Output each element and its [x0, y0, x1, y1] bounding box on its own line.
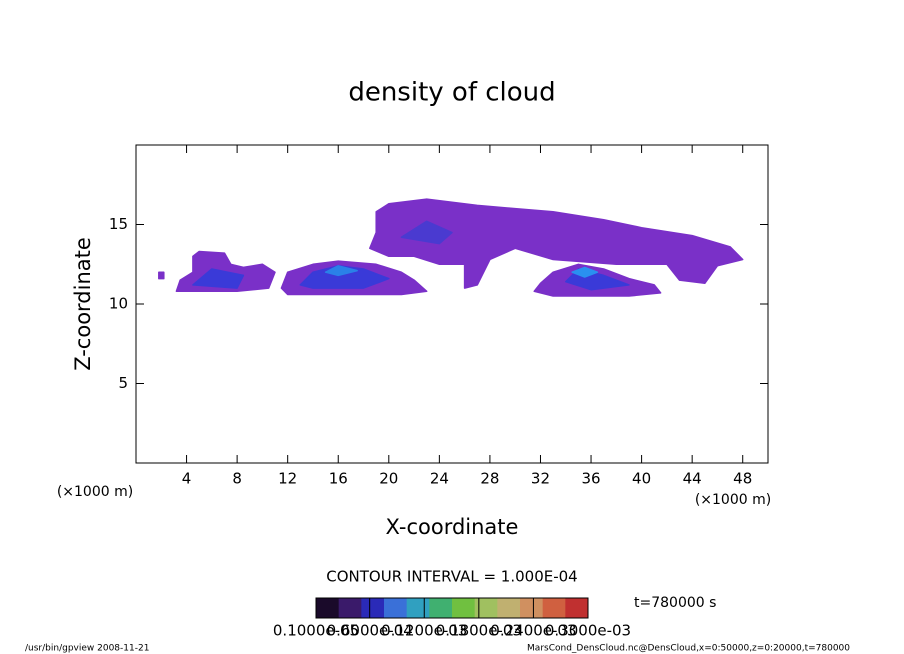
colorbar-segment: [542, 598, 566, 618]
x-tick-label: 36: [581, 470, 600, 488]
colorbar-segment: [316, 598, 340, 618]
chart-title: density of cloud: [348, 78, 555, 108]
x-tick-label: 24: [430, 470, 449, 488]
cloud-region: [158, 271, 165, 280]
footer-right: MarsCond_DensCloud.nc@DensCloud,x=0:5000…: [527, 644, 850, 654]
x-tick-label: 16: [329, 470, 348, 488]
cloud-region: [192, 268, 245, 289]
colorbar-segment: [338, 598, 362, 618]
x-tick-label: 40: [632, 470, 651, 488]
colorbar-segment: [452, 598, 476, 618]
colorbar-label: 0.1000e-05: [273, 622, 359, 640]
x-tick-label: 28: [480, 470, 499, 488]
x-tick-label: 20: [379, 470, 398, 488]
colorbar-segment: [361, 598, 385, 618]
time-label: t=780000 s: [634, 595, 716, 611]
x-axis-label: X-coordinate: [386, 515, 519, 539]
cloud-region: [299, 265, 390, 289]
y-tick-label: 15: [109, 215, 128, 233]
plot-area: [158, 198, 744, 297]
colorbar-segment: [384, 598, 408, 618]
x-tick-label: 32: [531, 470, 550, 488]
y-unit: (×1000 m): [57, 484, 133, 500]
colorbar-label: 0.1200e-03: [381, 622, 467, 640]
y-axis-label: Z-coordinate: [71, 237, 95, 371]
y-tick-label: 10: [109, 295, 128, 313]
colorbar-label: 0.2400e-03: [490, 622, 576, 640]
x-tick-label: 8: [232, 470, 242, 488]
x-unit: (×1000 m): [695, 492, 771, 508]
contour-interval: CONTOUR INTERVAL = 1.000E-04: [326, 568, 577, 586]
x-tick-label: 48: [733, 470, 752, 488]
colorbar-segment: [429, 598, 453, 618]
colorbar-label: 0.1800e-03: [436, 622, 522, 640]
colorbar-segment: [497, 598, 521, 618]
plot-frame: [135, 144, 769, 464]
colorbar-label: 0.3000e-03: [545, 622, 631, 640]
cloud-region: [571, 266, 599, 278]
footer-left: /usr/bin/gpview 2008-11-21: [25, 644, 149, 654]
colorbar-segment: [565, 598, 589, 618]
cloud-region: [324, 265, 358, 277]
cloud-region: [369, 198, 744, 289]
colorbar-label: 0.6000e-04: [327, 622, 413, 640]
colorbar-segment: [520, 598, 544, 618]
x-tick-label: 4: [182, 470, 192, 488]
colorbar-segment: [474, 598, 498, 618]
colorbar-segment: [406, 598, 430, 618]
x-tick-label: 44: [683, 470, 702, 488]
cloud-region: [400, 220, 453, 245]
y-tick-label: 5: [118, 374, 128, 392]
x-tick-label: 12: [278, 470, 297, 488]
